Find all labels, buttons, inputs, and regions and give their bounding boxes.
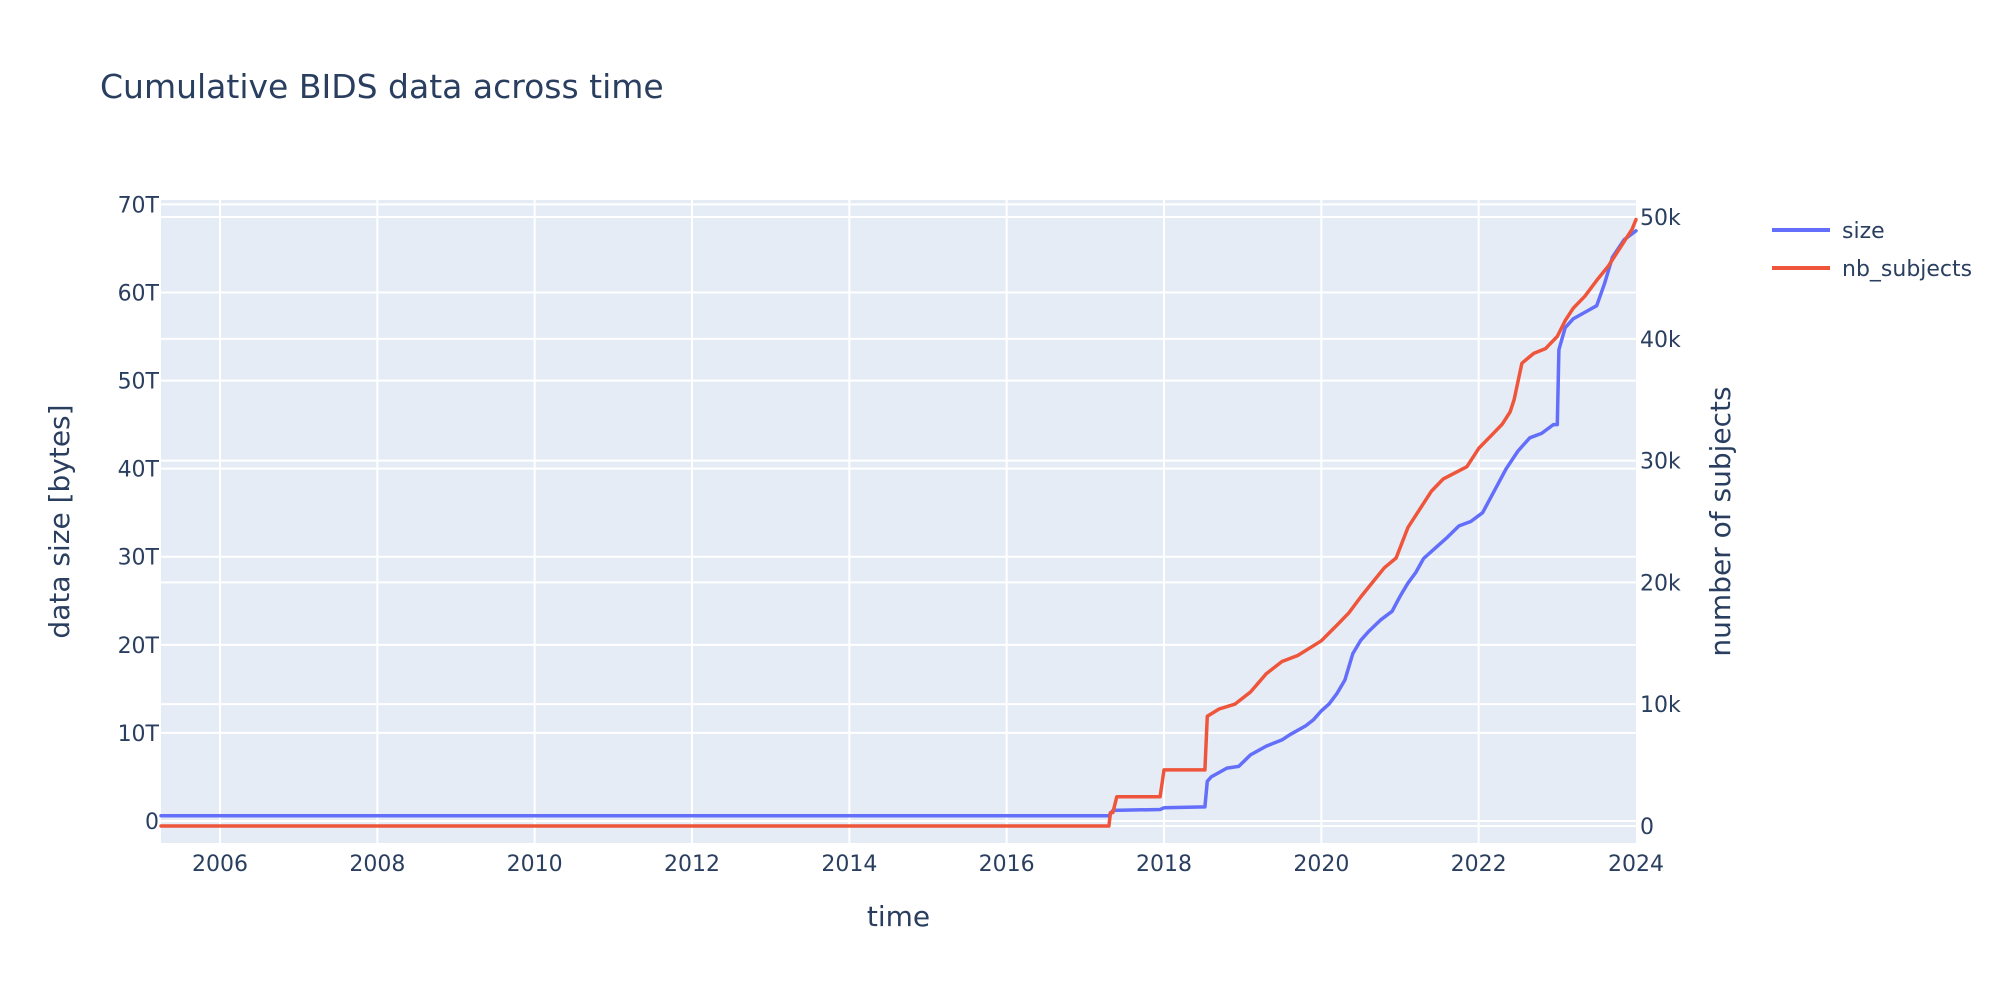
x-tick-label: 2006 bbox=[192, 852, 248, 877]
x-tick-label: 2010 bbox=[507, 852, 563, 877]
x-tick-label: 2008 bbox=[349, 852, 405, 877]
y-tick-label: 40T bbox=[118, 458, 160, 483]
y2-tick-label: 50k bbox=[1640, 206, 1681, 231]
x-gridlines bbox=[219, 200, 1480, 843]
legend-label: size bbox=[1842, 219, 1885, 244]
legend-label: nb_subjects bbox=[1842, 257, 1972, 282]
y-tick-label: 10T bbox=[118, 722, 160, 747]
y2-tick-label: 20k bbox=[1640, 571, 1681, 596]
x-axis-title: time bbox=[867, 900, 930, 933]
y-axis-title: data size [bytes] bbox=[43, 404, 76, 638]
x-tick-label: 2012 bbox=[664, 852, 720, 877]
y-tick-label: 20T bbox=[118, 634, 160, 659]
legend[interactable]: size nb_subjects bbox=[1772, 219, 1972, 282]
y-axis-ticks: 0 10T 20T 30T 40T 50T 60T 70T bbox=[118, 193, 160, 835]
y2-axis-title: number of subjects bbox=[1704, 386, 1737, 656]
y-tick-label: 30T bbox=[118, 546, 160, 571]
series-line-size bbox=[159, 229, 1638, 818]
x-tick-label: 2014 bbox=[821, 852, 877, 877]
plot-area bbox=[161, 200, 1636, 843]
y2-tick-label: 30k bbox=[1640, 450, 1681, 475]
y-tick-label: 50T bbox=[118, 370, 160, 395]
x-tick-label: 2022 bbox=[1451, 852, 1507, 877]
y2-tick-label: 10k bbox=[1640, 693, 1681, 718]
x-tick-label: 2016 bbox=[979, 852, 1035, 877]
chart-title: Cumulative BIDS data across time bbox=[100, 67, 664, 106]
series-line-nb-subjects bbox=[159, 217, 1638, 828]
y-tick-label: 70T bbox=[118, 193, 160, 218]
x-tick-label: 2018 bbox=[1136, 852, 1192, 877]
legend-item-nb-subjects[interactable]: nb_subjects bbox=[1772, 257, 1972, 282]
series-lines bbox=[159, 217, 1638, 828]
y2-axis-ticks: 0 10k 20k 30k 40k 50k bbox=[1640, 206, 1681, 840]
y-tick-label: 60T bbox=[118, 281, 160, 306]
legend-item-size[interactable]: size bbox=[1772, 219, 1885, 244]
y-tick-label: 0 bbox=[145, 810, 159, 835]
y2-tick-label: 0 bbox=[1640, 815, 1654, 840]
x-tick-label: 2024 bbox=[1608, 852, 1664, 877]
y2-tick-label: 40k bbox=[1640, 328, 1681, 353]
x-axis-ticks: 2006 2008 2010 2012 2014 2016 2018 2020 2022 2024 bbox=[192, 852, 1664, 877]
x-tick-label: 2020 bbox=[1293, 852, 1349, 877]
y-gridlines bbox=[161, 203, 1636, 822]
